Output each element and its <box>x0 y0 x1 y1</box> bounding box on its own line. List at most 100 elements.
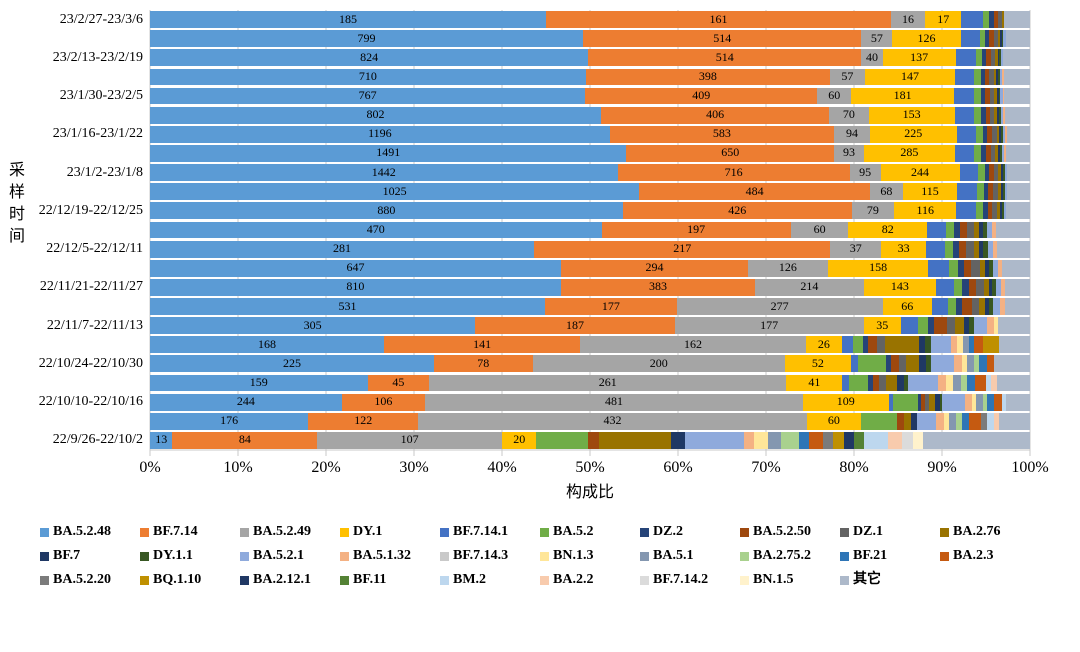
legend-swatch <box>540 576 549 585</box>
svg-text:10%: 10% <box>223 459 252 476</box>
bar-segment <box>957 126 976 143</box>
y-axis-labels: 23/2/27-23/3/623/2/13-23/2/1923/1/30-23/… <box>22 10 147 450</box>
legend-label: DZ.2 <box>653 520 683 544</box>
bar-segment <box>901 317 918 334</box>
bar-segment: 20 <box>502 432 537 449</box>
segment-value-label: 79 <box>867 203 879 218</box>
segment-value-label: 531 <box>338 298 356 313</box>
bar-segment <box>987 413 994 430</box>
legend-label: BN.1.3 <box>553 544 593 568</box>
bar-segment: 802 <box>150 107 601 124</box>
bar-segment: 650 <box>626 145 834 162</box>
bar-segment <box>962 413 969 430</box>
bar-segment: 514 <box>588 49 861 66</box>
bar-segment <box>969 413 982 430</box>
bar-segment <box>588 432 598 449</box>
bar-segment: 583 <box>610 126 834 143</box>
bar-segment <box>908 375 938 392</box>
legend-item: BA.5.2.20 <box>40 568 140 592</box>
segment-value-label: 281 <box>333 241 351 256</box>
svg-text:20%: 20% <box>311 459 340 476</box>
bar-segment <box>997 241 1030 258</box>
bar-segment <box>1005 298 1030 315</box>
legend-item: DZ.2 <box>640 520 740 544</box>
legend-item: BQ.1.10 <box>140 568 240 592</box>
segment-value-label: 647 <box>347 260 365 275</box>
segment-value-label: 26 <box>818 337 830 352</box>
legend-item: BA.5.2.49 <box>240 520 340 544</box>
x-axis-title: 构成比 <box>150 478 1030 502</box>
bar-segment: 153 <box>869 107 955 124</box>
bar-segment <box>954 88 974 105</box>
bar-segment: 481 <box>425 394 803 411</box>
bar-segment: 162 <box>580 336 806 353</box>
legend-swatch <box>940 528 949 537</box>
bar-segment <box>913 432 923 449</box>
bar-segment: 94 <box>834 126 870 143</box>
y-tick-label: 23/1/2-23/1/8 <box>67 165 143 181</box>
bar-segment: 1442 <box>150 164 618 181</box>
segment-value-label: 214 <box>800 279 818 294</box>
bar-segment <box>974 336 982 353</box>
bar-segment: 159 <box>150 375 368 392</box>
bar-segment: 68 <box>870 183 902 200</box>
legend-item: DY.1.1 <box>140 544 240 568</box>
bar-segment: 106 <box>342 394 425 411</box>
bar-segment <box>956 202 975 219</box>
segment-value-label: 225 <box>904 126 922 141</box>
svg-text:60%: 60% <box>663 459 692 476</box>
bar-segment <box>1004 69 1030 86</box>
bar-segment <box>781 432 798 449</box>
bar-segment <box>938 375 946 392</box>
segment-value-label: 35 <box>876 317 888 332</box>
bar-segment <box>961 30 980 47</box>
legend-label: BA.5.2.48 <box>53 520 111 544</box>
bar-segment <box>955 317 964 334</box>
bar-segment <box>994 394 1002 411</box>
bar-segment: 217 <box>534 241 831 258</box>
bar-segment <box>994 355 1029 372</box>
bar-segment: 285 <box>864 145 955 162</box>
segment-value-label: 181 <box>894 88 912 103</box>
y-tick-label: 22/10/24-22/10/30 <box>39 356 143 372</box>
legend-label: BA.2.3 <box>953 544 993 568</box>
svg-text:40%: 40% <box>487 459 516 476</box>
legend-label: BF.21 <box>853 544 887 568</box>
y-tick-label: 23/2/13-23/2/19 <box>53 50 143 66</box>
legend-swatch <box>640 576 649 585</box>
bar-segment: 406 <box>601 107 829 124</box>
legend-label: BA.5.1.32 <box>353 544 411 568</box>
legend-item: DZ.1 <box>840 520 940 544</box>
bar-segment: 1491 <box>150 145 626 162</box>
bar-segment <box>969 279 976 296</box>
bar-segment <box>854 432 864 449</box>
legend-label: BA.5.2.49 <box>253 520 311 544</box>
bar-segment <box>932 298 948 315</box>
stacked-bar: 30518717735 <box>150 317 1030 334</box>
bar-segment <box>1005 107 1030 124</box>
segment-value-label: 277 <box>771 298 789 313</box>
y-tick-label: 23/2/27-23/3/6 <box>60 12 143 28</box>
segment-value-label: 409 <box>692 88 710 103</box>
stacked-bar: 88042679116 <box>150 202 1030 219</box>
legend-item: BA.5.2.48 <box>40 520 140 544</box>
bar-segment: 116 <box>894 202 956 219</box>
legend-swatch <box>340 528 349 537</box>
legend-label: BA.5.2.1 <box>253 544 304 568</box>
segment-value-label: 767 <box>359 88 377 103</box>
bar-segment: 79 <box>852 202 894 219</box>
bar-segment <box>977 183 984 200</box>
segment-value-label: 115 <box>921 183 939 198</box>
bar-segment <box>934 317 947 334</box>
bar-segment <box>536 432 588 449</box>
bar-segment: 16 <box>891 11 925 28</box>
stacked-bar: 4701976082 <box>150 222 1030 239</box>
bar-segment <box>976 279 984 296</box>
bar-segment <box>954 279 962 296</box>
segment-value-label: 799 <box>357 30 375 45</box>
legend-item: DY.1 <box>340 520 440 544</box>
bar-segment <box>864 432 888 449</box>
legend-swatch <box>240 528 249 537</box>
segment-value-label: 294 <box>645 260 663 275</box>
legend-swatch <box>40 552 49 561</box>
